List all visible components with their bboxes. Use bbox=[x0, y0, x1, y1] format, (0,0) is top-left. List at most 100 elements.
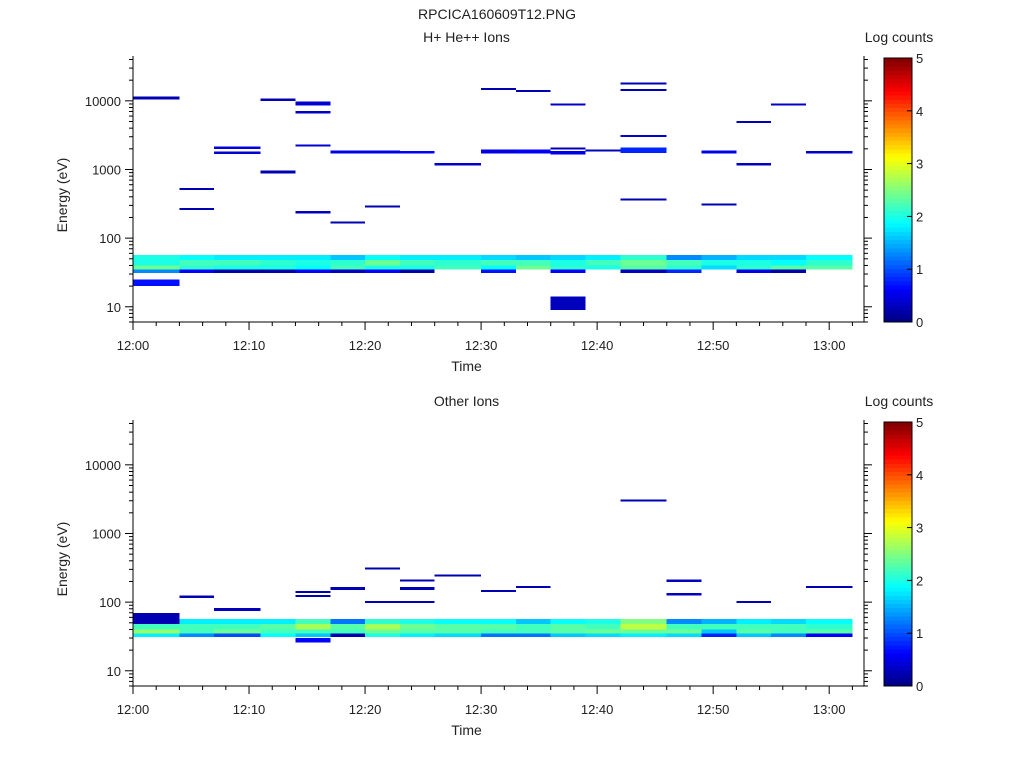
colorbar-step bbox=[884, 173, 912, 179]
y-tick-label: 10000 bbox=[85, 458, 121, 473]
heatmap-cell bbox=[736, 633, 772, 638]
heatmap-cell bbox=[701, 150, 737, 154]
heatmap-cell bbox=[736, 618, 772, 625]
colorbar-step bbox=[884, 260, 912, 265]
colorbar-step bbox=[884, 426, 912, 431]
heatmap-cell bbox=[620, 134, 667, 137]
colorbar-step bbox=[884, 533, 912, 539]
heatmap-cell bbox=[515, 585, 551, 588]
heatmap-cell bbox=[701, 265, 737, 270]
colorbar-step bbox=[884, 58, 912, 63]
heatmap-cell bbox=[260, 260, 296, 266]
heatmap-cell bbox=[260, 629, 296, 634]
heatmap-cell bbox=[365, 205, 400, 208]
heatmap-cell bbox=[481, 269, 516, 274]
heatmap-cell bbox=[179, 269, 215, 274]
colorbar-step bbox=[884, 227, 912, 232]
panel-title: H+ He++ Ions bbox=[423, 29, 510, 45]
y-axis-label: Energy (eV) bbox=[54, 158, 70, 233]
heatmap-cell bbox=[666, 624, 702, 630]
colorbar-step bbox=[884, 537, 912, 543]
heatmap-cell bbox=[399, 624, 435, 630]
colorbar-step bbox=[884, 479, 912, 485]
colorbar-step bbox=[884, 243, 912, 249]
heatmap-cell bbox=[179, 618, 215, 625]
colorbar-tick-label: 0 bbox=[916, 679, 923, 694]
heatmap-cell bbox=[133, 633, 180, 638]
heatmap-cell bbox=[550, 254, 586, 261]
heatmap-cell bbox=[481, 87, 516, 90]
heatmap-cell bbox=[365, 624, 400, 630]
colorbar-step bbox=[884, 309, 912, 315]
colorbar-step bbox=[884, 91, 912, 96]
colorbar-step bbox=[884, 210, 912, 216]
colorbar-step bbox=[884, 558, 912, 563]
colorbar-step bbox=[884, 599, 912, 605]
colorbar-step bbox=[884, 562, 912, 567]
colorbar-step bbox=[884, 628, 912, 633]
plot-area bbox=[133, 56, 864, 322]
colorbar-step bbox=[884, 541, 912, 547]
heatmap-cell bbox=[515, 633, 551, 638]
heatmap-cell bbox=[771, 629, 806, 634]
x-tick-label: 12:40 bbox=[581, 338, 614, 353]
heatmap-cell bbox=[399, 151, 435, 154]
heatmap-cell bbox=[260, 98, 296, 101]
heatmap-cell bbox=[736, 120, 772, 123]
heatmap-cell bbox=[399, 254, 435, 261]
heatmap-cell bbox=[330, 629, 366, 634]
colorbar-step bbox=[884, 570, 912, 576]
colorbar-step bbox=[884, 595, 912, 600]
heatmap-cell bbox=[365, 629, 400, 634]
x-tick-label: 13:00 bbox=[813, 702, 846, 717]
colorbar-step bbox=[884, 289, 912, 294]
heatmap-cell bbox=[330, 624, 366, 630]
heatmap-cell bbox=[585, 149, 621, 152]
heatmap-cell bbox=[666, 254, 702, 261]
heatmap-cell bbox=[805, 260, 853, 266]
colorbar-tick-label: 2 bbox=[916, 573, 923, 588]
heatmap-cell bbox=[330, 265, 366, 270]
heatmap-cell bbox=[550, 624, 586, 630]
heatmap-cell bbox=[133, 254, 180, 266]
colorbar-step bbox=[884, 442, 912, 448]
heatmap-cell bbox=[399, 618, 435, 625]
heatmap-cell bbox=[620, 624, 667, 630]
x-tick-label: 12:00 bbox=[117, 702, 150, 717]
heatmap-cell bbox=[295, 254, 331, 261]
heatmap-cell bbox=[260, 254, 296, 261]
heatmap-cell bbox=[481, 618, 516, 625]
y-tick-label: 100 bbox=[99, 231, 121, 246]
colorbar-step bbox=[884, 293, 912, 298]
heatmap-cell bbox=[399, 579, 435, 582]
heatmap-cell bbox=[481, 265, 516, 270]
colorbar-step bbox=[884, 284, 912, 290]
heatmap-cell bbox=[620, 499, 667, 502]
heatmap-cell bbox=[133, 612, 180, 625]
heatmap-cell bbox=[133, 629, 180, 634]
heatmap-cell bbox=[295, 265, 331, 270]
heatmap-cell bbox=[295, 101, 331, 106]
heatmap-cell bbox=[515, 89, 551, 92]
heatmap-cell bbox=[330, 269, 366, 274]
colorbar-step bbox=[884, 223, 912, 228]
heatmap-cell bbox=[365, 150, 400, 154]
colorbar-step bbox=[884, 636, 912, 642]
heatmap-cell bbox=[701, 633, 737, 638]
x-tick-label: 12:50 bbox=[697, 338, 730, 353]
heatmap-cell bbox=[666, 629, 702, 634]
heatmap-cell bbox=[515, 265, 551, 270]
heatmap-cell bbox=[515, 629, 551, 634]
y-tick-label: 10000 bbox=[85, 94, 121, 109]
colorbar-step bbox=[884, 148, 912, 154]
heatmap-cell bbox=[434, 633, 482, 638]
colorbar-step bbox=[884, 313, 912, 319]
heatmap-cell bbox=[550, 260, 586, 266]
colorbar-tick-label: 3 bbox=[916, 157, 923, 172]
heatmap-cell bbox=[399, 260, 435, 266]
heatmap-cell bbox=[214, 151, 261, 155]
plot-area bbox=[133, 420, 864, 686]
heatmap-cell bbox=[179, 624, 215, 630]
